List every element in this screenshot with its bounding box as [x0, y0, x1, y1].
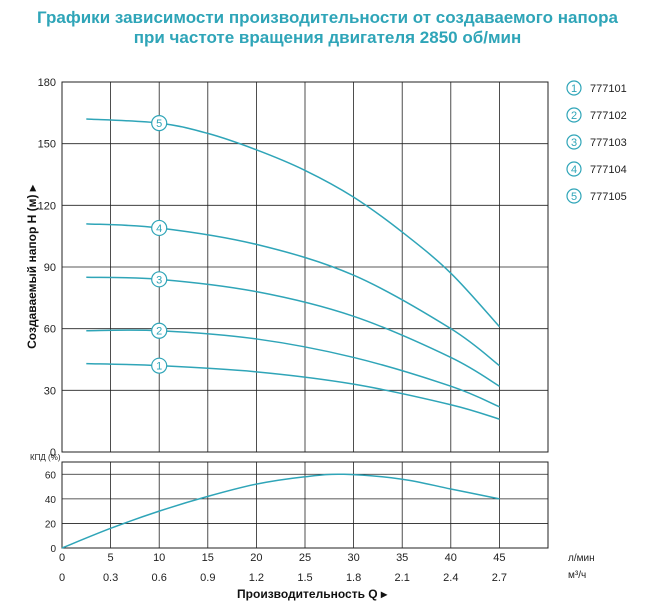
curve-marker-circle-4 [151, 219, 168, 237]
legend-marker-label-5: 5 [571, 191, 577, 203]
legend-marker-label-3: 3 [571, 137, 577, 149]
x-tick-label-lmin: 5 [108, 552, 114, 564]
x-tick-label-lmin: 20 [250, 552, 262, 564]
efficiency-y-tick-label: 0 [50, 544, 56, 555]
x-tick-label-m3h: 0.6 [152, 572, 167, 584]
head-y-tick-label: 180 [38, 77, 56, 89]
x-tick-label-m3h: 1.5 [297, 572, 312, 584]
legend-series-name: 777105 [590, 191, 627, 203]
x-tick-label-m3h: 0.9 [200, 572, 215, 584]
head-curve-777101 [86, 362, 500, 420]
head-y-tick-label: 90 [44, 262, 56, 274]
efficiency-y-axis-label: КПД (%) [30, 453, 61, 462]
efficiency-curve [61, 473, 500, 549]
curve-marker-label-2: 2 [156, 326, 162, 338]
curve-marker-label-3: 3 [156, 274, 162, 286]
x-tick-label-m3h: 1.2 [249, 572, 264, 584]
curve-marker-circle-5 [151, 115, 168, 132]
legend-marker-circle-3 [566, 134, 582, 150]
head-curve-777103 [86, 276, 500, 387]
legend-series-name: 777102 [590, 110, 627, 122]
chart-title-line-2: при частоте вращения двигателя 2850 об/м… [133, 28, 522, 47]
legend-series-name: 777101 [590, 83, 627, 95]
legend-marker-circle-4 [566, 161, 582, 177]
x-axis-label: Производительность Q ▸ [237, 587, 388, 601]
legend-marker-circle-1 [566, 80, 582, 96]
x-tick-label-lmin: 10 [153, 552, 165, 564]
curve-marker-circle-2 [151, 322, 168, 339]
x-tick-label-lmin: 15 [202, 552, 214, 564]
x-tick-label-m3h: 0.3 [103, 572, 118, 584]
head-curve-777102 [86, 329, 500, 408]
legend-marker-circle-2 [566, 107, 582, 123]
x-tick-label-lmin: 40 [445, 552, 457, 564]
legend-marker-label-2: 2 [571, 110, 577, 122]
x-tick-label-lmin: 30 [347, 552, 359, 564]
curve-marker-label-4: 4 [156, 223, 162, 235]
legend-marker-circle-5 [566, 188, 582, 204]
head-y-tick-label: 120 [38, 200, 56, 212]
x-tick-label-m3h: 2.4 [443, 572, 458, 584]
x-tick-label-m3h: 2.7 [492, 572, 507, 584]
x-unit-lmin: л/мин [568, 553, 595, 564]
x-tick-label-lmin: 35 [396, 552, 408, 564]
x-unit-m3h: м³/ч [568, 570, 586, 581]
x-tick-label-lmin: 45 [493, 552, 505, 564]
curve-marker-circle-1 [151, 357, 168, 374]
x-tick-label-m3h: 0 [59, 572, 65, 584]
efficiency-y-tick-label: 20 [45, 519, 57, 530]
legend-series-name: 777103 [590, 137, 627, 149]
head-y-tick-label: 30 [44, 385, 56, 397]
efficiency-y-tick-label: 40 [45, 495, 57, 506]
head-y-tick-label: 60 [44, 324, 56, 336]
curve-marker-circle-3 [151, 271, 168, 288]
chart-title-line-1: Графики зависимости производительности о… [37, 8, 618, 27]
legend-marker-label-1: 1 [571, 83, 577, 95]
x-tick-label-lmin: 25 [299, 552, 311, 564]
head-y-axis-label: Создаваемый напор H (м) ▸ [25, 184, 39, 349]
x-tick-label-m3h: 1.8 [346, 572, 361, 584]
legend-marker-label-4: 4 [571, 164, 577, 176]
x-tick-label-m3h: 2.1 [395, 572, 410, 584]
curve-marker-label-1: 1 [156, 361, 162, 373]
head-y-tick-label: 150 [38, 139, 56, 151]
head-curve-777105 [86, 118, 500, 328]
x-tick-label-lmin: 0 [59, 552, 65, 564]
legend-series-name: 777104 [590, 164, 627, 176]
curve-marker-label-5: 5 [156, 118, 162, 130]
head-y-tick-label: 0 [50, 447, 56, 459]
efficiency-y-tick-label: 60 [45, 470, 57, 481]
